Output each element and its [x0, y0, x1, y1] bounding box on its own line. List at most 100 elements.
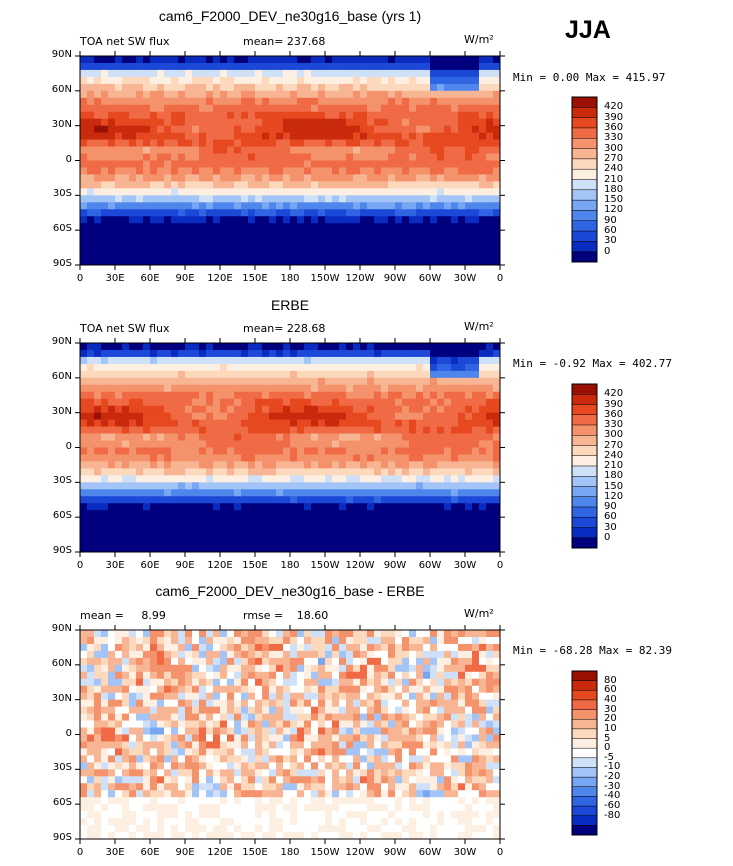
map-cell	[283, 174, 291, 182]
map-cell	[444, 678, 452, 687]
map-cell	[493, 433, 501, 441]
map-cell	[367, 76, 375, 85]
map-cell	[276, 762, 284, 770]
map-cell	[297, 748, 305, 756]
map-cell	[304, 650, 312, 659]
map-cell	[395, 188, 403, 196]
map-cell	[157, 727, 165, 735]
map-cell	[150, 377, 158, 386]
map-cell	[290, 678, 298, 687]
map-cell	[458, 664, 466, 673]
map-cell	[234, 496, 242, 504]
panel3-mean-value: 8.99	[141, 609, 166, 622]
map-cell	[87, 111, 95, 119]
map-cell	[199, 762, 207, 770]
map-cell	[262, 706, 270, 714]
map-cell	[395, 356, 403, 365]
map-cell	[262, 230, 270, 238]
map-cell	[143, 727, 151, 735]
map-cell	[339, 384, 347, 393]
map-cell	[311, 727, 319, 735]
map-cell	[101, 748, 109, 756]
map-cell	[325, 671, 333, 680]
map-cell	[304, 398, 312, 406]
map-cell	[185, 699, 193, 707]
map-cell	[143, 657, 151, 666]
map-cell	[388, 447, 396, 455]
map-cell	[444, 97, 452, 106]
map-cell	[332, 419, 340, 427]
map-cell	[304, 83, 312, 92]
map-cell	[115, 146, 123, 154]
map-cell	[360, 181, 368, 189]
map-cell	[122, 209, 130, 217]
map-cell	[381, 62, 389, 71]
map-cell	[80, 363, 88, 372]
map-cell	[353, 741, 361, 749]
map-cell	[220, 531, 228, 539]
map-cell	[360, 524, 368, 532]
map-cell	[486, 517, 494, 525]
map-cell	[234, 664, 242, 673]
map-cell	[402, 510, 410, 518]
map-cell	[164, 209, 172, 217]
map-cell	[220, 181, 228, 189]
map-cell	[115, 419, 123, 427]
map-cell	[444, 244, 452, 252]
map-cell	[290, 398, 298, 406]
map-cell	[409, 209, 417, 217]
map-cell	[290, 230, 298, 238]
map-cell	[472, 153, 480, 161]
map-cell	[486, 258, 494, 266]
colorbar-box	[571, 414, 598, 426]
map-cell	[437, 412, 445, 420]
map-cell	[108, 475, 116, 483]
map-cell	[171, 748, 179, 756]
map-cell	[472, 454, 480, 462]
map-cell	[304, 685, 312, 693]
map-cell	[185, 132, 193, 140]
map-cell	[227, 692, 235, 700]
map-cell	[143, 412, 151, 420]
map-cell	[164, 223, 172, 231]
map-cell	[451, 475, 459, 483]
map-cell	[80, 727, 88, 735]
map-cell	[164, 377, 172, 386]
map-cell	[430, 356, 438, 365]
map-cell	[402, 244, 410, 252]
map-cell	[227, 384, 235, 393]
map-cell	[220, 699, 228, 707]
map-cell	[94, 475, 102, 483]
map-cell	[346, 69, 354, 78]
map-cell	[80, 412, 88, 420]
map-cell	[87, 657, 95, 666]
map-cell	[430, 181, 438, 189]
map-cell	[143, 384, 151, 393]
map-cell	[136, 650, 144, 659]
map-cell	[94, 104, 102, 113]
map-cell	[248, 769, 256, 777]
map-cell	[101, 146, 109, 154]
map-cell	[472, 56, 480, 64]
map-cell	[101, 755, 109, 763]
map-cell	[451, 83, 459, 92]
map-cell	[283, 56, 291, 64]
map-cell	[206, 426, 214, 434]
panel2-minmax: Min = -0.92 Max = 402.77	[513, 357, 672, 370]
map-cell	[115, 209, 123, 217]
map-cell	[486, 685, 494, 693]
map-cell	[178, 356, 186, 365]
map-cell	[129, 461, 137, 469]
map-cell	[458, 370, 466, 379]
map-cell	[157, 685, 165, 693]
map-cell	[430, 104, 438, 113]
map-cell	[276, 76, 284, 85]
map-cell	[101, 636, 109, 645]
map-cell	[493, 713, 501, 721]
map-cell	[143, 83, 151, 92]
map-cell	[171, 405, 179, 413]
map-cell	[423, 160, 431, 168]
map-cell	[122, 538, 130, 546]
map-cell	[227, 769, 235, 777]
map-cell	[367, 174, 375, 182]
